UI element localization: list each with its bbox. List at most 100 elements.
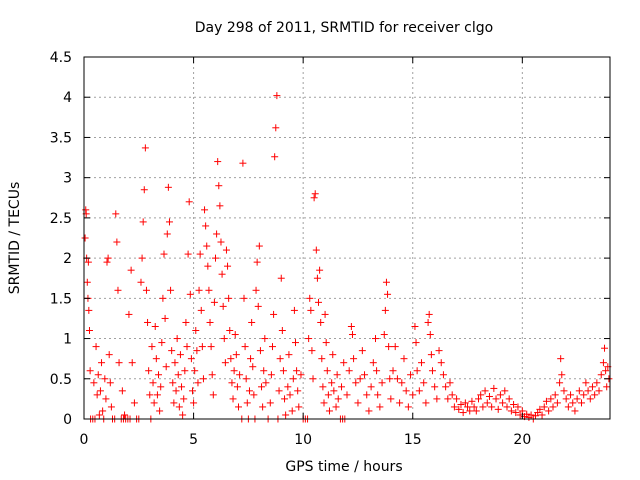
data-point (167, 286, 175, 294)
y-tick-label: 3 (63, 171, 72, 187)
data-point (81, 234, 89, 242)
data-point (483, 399, 491, 407)
data-point (158, 339, 166, 347)
y-tick-label: 2.5 (50, 211, 72, 227)
data-point (391, 343, 399, 351)
data-point (279, 367, 287, 375)
data-point (195, 286, 203, 294)
data-point (277, 274, 285, 282)
data-point (281, 395, 289, 403)
data-point (384, 290, 392, 298)
data-point (485, 392, 493, 400)
data-point (175, 403, 183, 411)
data-point (412, 339, 420, 347)
data-point (183, 343, 191, 351)
data-point (138, 254, 146, 262)
data-point (291, 339, 299, 347)
data-point (387, 395, 395, 403)
data-point (494, 405, 502, 413)
data-point (218, 270, 226, 278)
data-point (176, 351, 184, 359)
data-point (107, 403, 115, 411)
data-point (191, 367, 199, 375)
data-point (98, 359, 106, 367)
data-point (94, 371, 102, 379)
data-point (365, 407, 373, 415)
data-point (174, 371, 182, 379)
data-point (404, 403, 412, 411)
data-point (294, 387, 302, 395)
data-point (139, 218, 147, 226)
data-point (316, 266, 324, 274)
data-point (439, 371, 447, 379)
data-point (315, 298, 323, 306)
data-point (426, 331, 434, 339)
data-point (106, 379, 114, 387)
data-point (545, 407, 553, 415)
plot-frame (83, 56, 611, 420)
data-point (470, 403, 478, 411)
data-point (261, 335, 269, 343)
data-point (427, 351, 435, 359)
data-point (242, 375, 250, 383)
data-point (227, 355, 235, 363)
data-point (102, 395, 110, 403)
data-point (428, 367, 436, 375)
data-point (400, 355, 408, 363)
data-point (499, 399, 507, 407)
data-point (149, 379, 157, 387)
data-point (448, 391, 456, 399)
data-point (564, 403, 572, 411)
data-point (250, 391, 258, 399)
data-point (101, 375, 109, 383)
data-point (492, 395, 500, 403)
data-point (422, 399, 430, 407)
data-point (573, 395, 581, 403)
data-point (373, 367, 381, 375)
data-point (424, 318, 432, 326)
data-point (540, 403, 548, 411)
data-point (232, 351, 240, 359)
data-point (273, 92, 281, 100)
data-point (180, 395, 188, 403)
data-point (356, 375, 364, 383)
data-point (333, 371, 341, 379)
data-point (205, 286, 213, 294)
data-point (137, 278, 145, 286)
data-point (142, 286, 150, 294)
y-tick-label: 1.5 (50, 291, 72, 307)
data-point (597, 371, 605, 379)
data-point (271, 153, 279, 161)
data-point (210, 298, 218, 306)
data-point (153, 391, 161, 399)
data-point (208, 371, 216, 379)
data-point (602, 367, 610, 375)
data-point (151, 322, 159, 330)
data-point (358, 347, 366, 355)
data-point (348, 331, 356, 339)
data-point (603, 383, 611, 391)
data-point (481, 387, 489, 395)
data-point (558, 371, 566, 379)
data-point (431, 383, 439, 391)
data-point (437, 359, 445, 367)
data-point (170, 399, 178, 407)
data-point (275, 387, 283, 395)
grid-layer (84, 57, 610, 419)
data-point (226, 327, 234, 335)
data-point (323, 367, 331, 375)
data-point (85, 327, 93, 335)
data-point (259, 403, 267, 411)
data-point (197, 306, 205, 314)
data-point (290, 306, 298, 314)
data-point (309, 375, 317, 383)
data-point (105, 351, 113, 359)
data-point (228, 379, 236, 387)
data-points (81, 92, 613, 423)
data-point (206, 318, 214, 326)
data-point (95, 411, 103, 419)
data-point (160, 250, 168, 258)
data-point (161, 314, 169, 322)
data-point (272, 124, 280, 132)
data-point (90, 379, 98, 387)
